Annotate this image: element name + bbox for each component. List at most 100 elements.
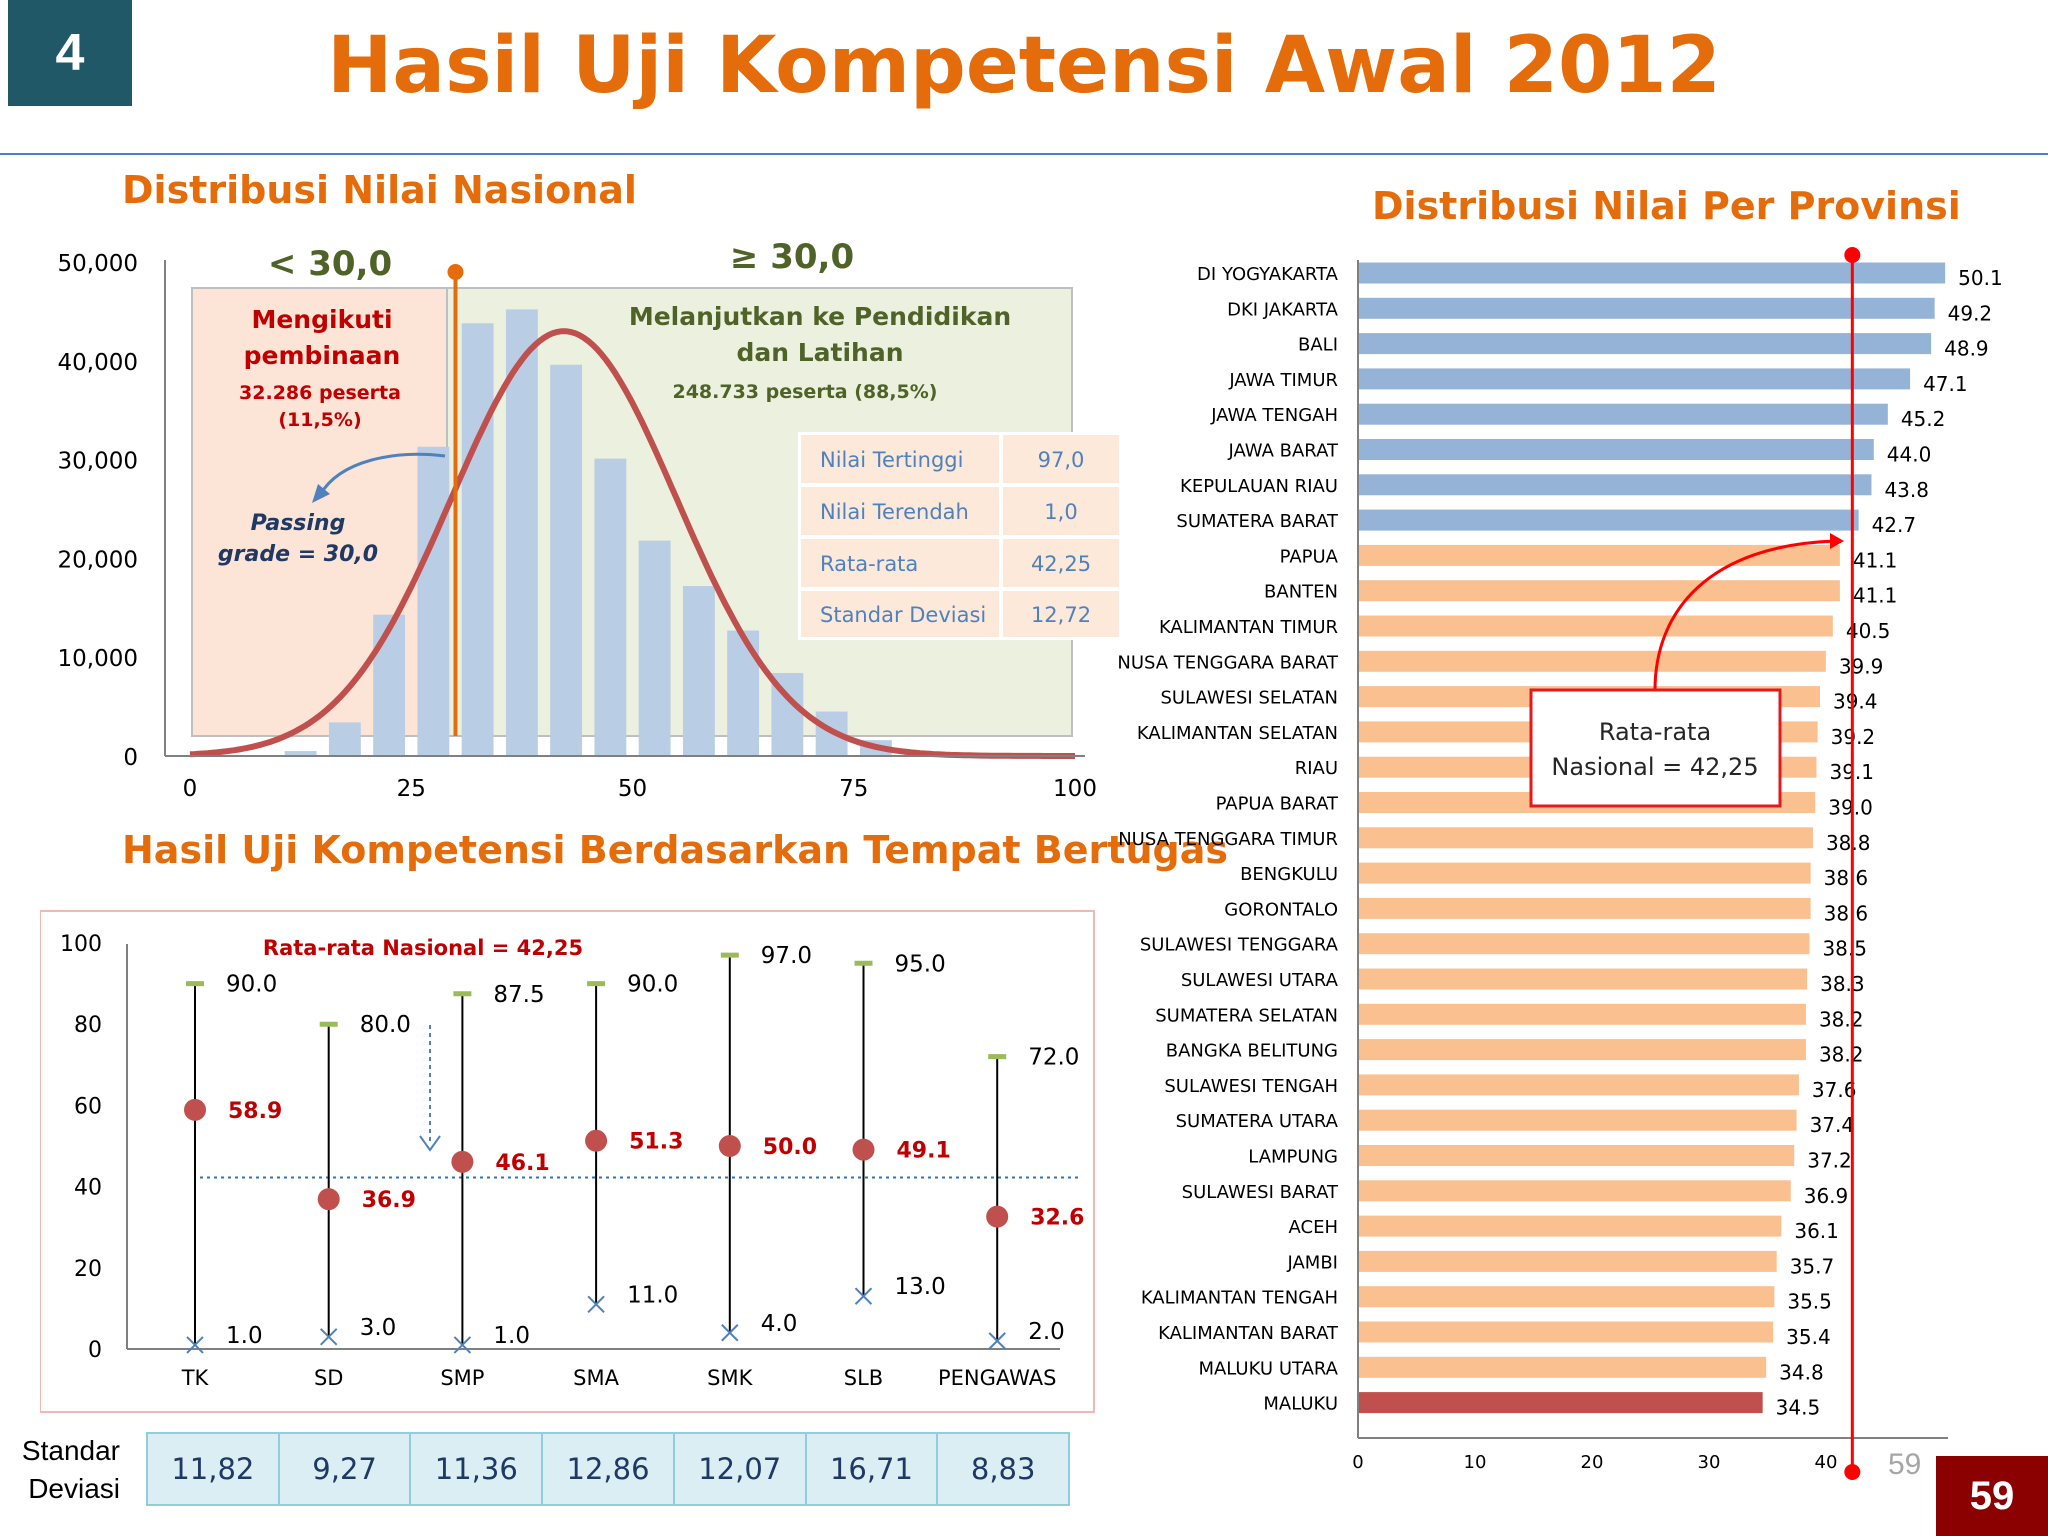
province-value-label: 35.4 — [1786, 1325, 1831, 1349]
max-value-label: 95.0 — [895, 951, 946, 977]
province-label: DI YOGYAKARTA — [1197, 264, 1339, 285]
x-tick-label: 75 — [839, 776, 868, 802]
province-bar — [1359, 474, 1872, 496]
mean-value-label: 46.1 — [495, 1151, 549, 1176]
province-label: SULAWESI SELATAN — [1160, 688, 1338, 709]
min-value-label: 13.0 — [895, 1274, 946, 1300]
province-label: KALIMANTAN SELATAN — [1137, 723, 1338, 744]
province-label: DKI JAKARTA — [1227, 299, 1339, 320]
stat-value: 1,0 — [1044, 500, 1077, 524]
stats-table: Nilai Tertinggi 97,0 Nilai Terendah 1,0 … — [798, 432, 1122, 640]
min-value-label: 3.0 — [360, 1315, 397, 1341]
province-bar — [1359, 509, 1859, 531]
passing-grade-line1: Passing — [251, 511, 346, 536]
min-marker — [319, 1328, 338, 1346]
mean-value-label: 51.3 — [629, 1130, 683, 1155]
province-bar — [1359, 262, 1946, 284]
province-value-label: 34.8 — [1779, 1360, 1824, 1384]
pass-threshold-label: ≥ 30,0 — [730, 240, 854, 277]
stats-cell — [801, 487, 999, 535]
place-average-label: Rata-rata Nasional = 42,25 — [263, 936, 583, 960]
province-label: SULAWESI TENGAH — [1164, 1076, 1338, 1097]
y-tick-label: 40,000 — [58, 350, 138, 376]
province-bar — [1359, 615, 1833, 637]
std-dev-cell: 12,86 — [541, 1434, 673, 1504]
mean-marker — [986, 1205, 1009, 1228]
mean-value-label: 50.0 — [763, 1135, 817, 1160]
province-x-tick-label: 0 — [1352, 1452, 1363, 1473]
histogram-bar — [594, 458, 627, 756]
mean-marker — [317, 1188, 340, 1211]
province-label: RIAU — [1295, 758, 1338, 779]
std-dev-label-line2: Deviasi — [28, 1473, 120, 1504]
passing-grade-marker — [447, 264, 464, 280]
province-value-label: 47.1 — [1923, 372, 1968, 396]
province-label: JAMBI — [1287, 1252, 1339, 1273]
histogram-bar — [505, 309, 538, 756]
std-dev-cell: 11,36 — [409, 1434, 541, 1504]
fail-threshold-label: < 30,0 — [268, 244, 392, 284]
province-value-label: 38.5 — [1822, 937, 1867, 961]
max-value-label: 80.0 — [360, 1012, 411, 1038]
province-value-label: 39.4 — [1833, 690, 1878, 714]
province-label: SULAWESI BARAT — [1182, 1182, 1339, 1203]
y-tick-label: 20,000 — [58, 547, 138, 573]
stat-label: Nilai Terendah — [820, 500, 969, 524]
stat-label: Rata-rata — [820, 552, 918, 576]
callout-arrow — [1653, 539, 1837, 691]
place-section-title: Hasil Uji Kompetensi Berdasarkan Tempat … — [122, 828, 1228, 872]
category-label: PENGAWAS — [938, 1366, 1056, 1390]
province-label: ACEH — [1289, 1217, 1338, 1238]
min-marker — [587, 1295, 605, 1314]
histogram-chart: 0 10,000 20,000 30,000 40,000 50,000 0 25 50 75 1… — [58, 240, 1122, 802]
province-value-label: 48.9 — [1944, 337, 1989, 361]
mean-value-label: 36.9 — [362, 1188, 416, 1213]
province-x-tick-label: 10 — [1464, 1452, 1487, 1473]
callout-line2: Nasional = 42,25 — [1551, 753, 1758, 781]
std-dev-cell: 9,27 — [277, 1434, 410, 1504]
histogram-section-title: Distribusi Nilai Nasional — [122, 168, 637, 212]
province-label: BANGKA BELITUNG — [1166, 1041, 1338, 1062]
province-value-label: 45.2 — [1901, 407, 1946, 431]
max-value-label: 87.5 — [493, 982, 544, 1008]
province-label: JAWA TIMUR — [1228, 370, 1338, 391]
province-bar — [1359, 1286, 1775, 1308]
province-value-label: 39.0 — [1828, 796, 1873, 820]
province-value-label: 38.8 — [1826, 831, 1871, 855]
y-tick-label: 30,000 — [58, 449, 138, 475]
province-x-tick-label: 30 — [1698, 1452, 1721, 1473]
x-tick-label: 100 — [1053, 776, 1097, 802]
histogram-bar — [682, 586, 715, 756]
province-bar — [1359, 933, 1810, 955]
std-dev-cell: 8,83 — [936, 1434, 1068, 1504]
place-y-tick-label: 100 — [60, 932, 102, 957]
province-bar — [1359, 1180, 1791, 1202]
y-tick-label: 0 — [123, 745, 138, 771]
province-label: SULAWESI TENGGARA — [1140, 935, 1339, 956]
pass-heading-line2: dan Latihan — [736, 338, 903, 367]
province-bar — [1359, 1250, 1777, 1272]
histogram-bar — [417, 446, 450, 756]
province-bar — [1359, 1074, 1799, 1096]
province-label: MALUKU UTARA — [1198, 1358, 1338, 1379]
title-divider — [0, 153, 2048, 155]
province-bar — [1359, 1215, 1782, 1237]
average-line-bottom-marker — [1844, 1464, 1861, 1480]
province-bar — [1359, 1109, 1797, 1131]
province-label: KEPULAUAN RIAU — [1180, 476, 1338, 497]
province-bar — [1359, 580, 1840, 602]
histogram-bar — [550, 364, 583, 756]
mean-marker — [585, 1129, 608, 1152]
province-value-label: 44.0 — [1887, 443, 1932, 467]
stats-cell — [801, 435, 999, 483]
place-chart-frame — [40, 910, 1095, 1413]
pass-count: 248.733 peserta (88,5%) — [672, 381, 937, 403]
mean-marker — [451, 1150, 474, 1173]
province-label: NUSA TENGGARA TIMUR — [1118, 829, 1338, 850]
province-label: KALIMANTAN TIMUR — [1159, 617, 1338, 638]
stats-cell — [1003, 539, 1119, 587]
province-bar — [1359, 368, 1911, 390]
province-value-label: 49.2 — [1948, 301, 1993, 325]
province-label: BANTEN — [1264, 582, 1338, 603]
histogram-bar — [638, 540, 671, 756]
